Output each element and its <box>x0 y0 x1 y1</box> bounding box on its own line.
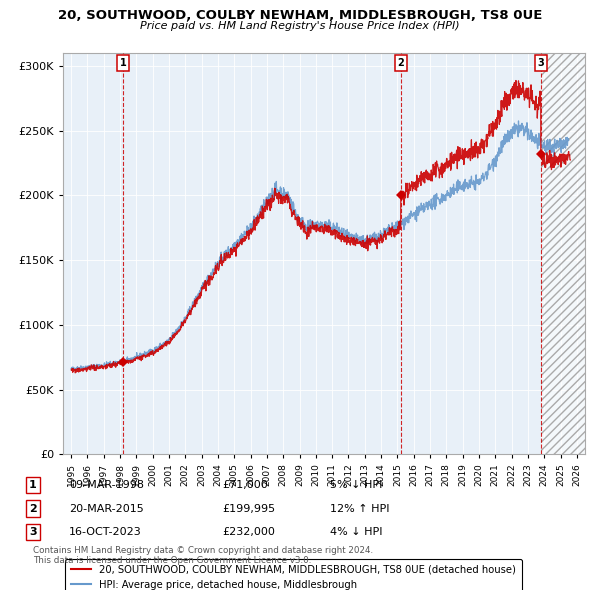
Text: 1: 1 <box>29 480 37 490</box>
Text: 12% ↑ HPI: 12% ↑ HPI <box>330 504 389 513</box>
Legend: 20, SOUTHWOOD, COULBY NEWHAM, MIDDLESBROUGH, TS8 0UE (detached house), HPI: Aver: 20, SOUTHWOOD, COULBY NEWHAM, MIDDLESBRO… <box>65 559 522 590</box>
Text: £199,995: £199,995 <box>222 504 275 513</box>
Text: 3: 3 <box>538 58 544 68</box>
Text: 2: 2 <box>397 58 404 68</box>
Text: 5% ↓ HPI: 5% ↓ HPI <box>330 480 382 490</box>
Text: 4% ↓ HPI: 4% ↓ HPI <box>330 527 383 537</box>
Text: 20, SOUTHWOOD, COULBY NEWHAM, MIDDLESBROUGH, TS8 0UE: 20, SOUTHWOOD, COULBY NEWHAM, MIDDLESBRO… <box>58 9 542 22</box>
Text: 09-MAR-1998: 09-MAR-1998 <box>69 480 144 490</box>
Bar <box>541 53 585 454</box>
Text: 20-MAR-2015: 20-MAR-2015 <box>69 504 144 513</box>
Text: 16-OCT-2023: 16-OCT-2023 <box>69 527 142 537</box>
Text: 2: 2 <box>29 504 37 513</box>
Text: Contains HM Land Registry data © Crown copyright and database right 2024.: Contains HM Land Registry data © Crown c… <box>33 546 373 555</box>
Text: This data is licensed under the Open Government Licence v3.0.: This data is licensed under the Open Gov… <box>33 556 311 565</box>
Text: Price paid vs. HM Land Registry's House Price Index (HPI): Price paid vs. HM Land Registry's House … <box>140 21 460 31</box>
Text: £232,000: £232,000 <box>222 527 275 537</box>
Bar <box>541 53 585 454</box>
Text: £71,000: £71,000 <box>222 480 268 490</box>
Text: 1: 1 <box>119 58 127 68</box>
Text: 3: 3 <box>29 527 37 537</box>
